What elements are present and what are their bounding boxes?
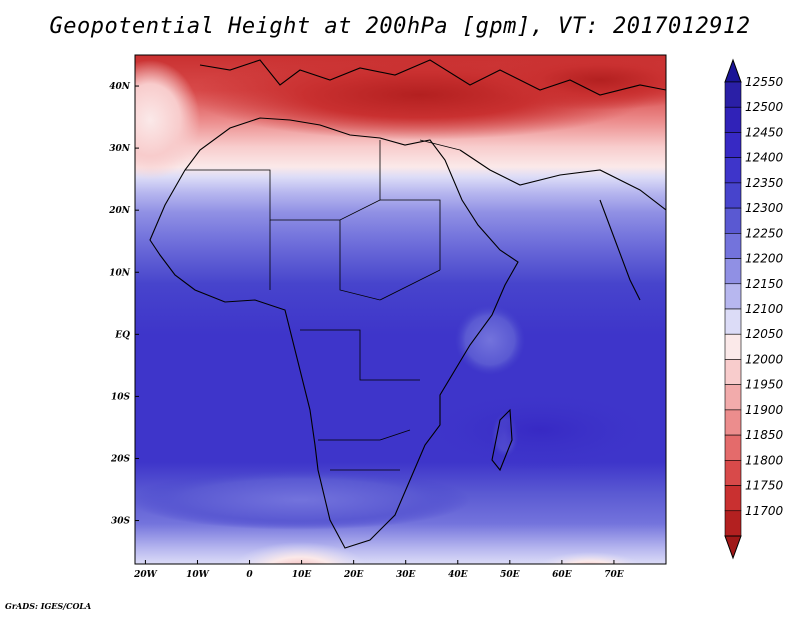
colorbar-label: 12200	[745, 252, 784, 266]
height-field	[135, 55, 666, 564]
colorbar-label: 11800	[745, 453, 784, 467]
y-tick-label: 30N	[109, 144, 131, 154]
colorbar-top-arrow	[724, 58, 742, 83]
colorbar-label: 11750	[745, 479, 784, 493]
y-tick-label: 20S	[110, 454, 131, 464]
colorbar-swatch	[724, 460, 742, 486]
colorbar-swatch	[724, 434, 742, 461]
colorbar-swatch	[724, 106, 742, 133]
colorbar-label: 12450	[745, 125, 784, 139]
x-tick-label: 70E	[604, 570, 624, 580]
colorbar-label: 12350	[745, 176, 784, 190]
x-tick-label: 10W	[186, 570, 210, 580]
x-tick-label: 20E	[343, 570, 364, 580]
y-tick-label: 30S	[111, 517, 131, 527]
colorbar-swatch	[724, 485, 742, 512]
colorbar-swatch	[724, 283, 742, 310]
colorbar-swatch	[724, 333, 742, 360]
longitude-axis: 20W 10W 0 10E 20E 30E 40E 50E 60E 70E	[133, 560, 624, 580]
x-tick-label: 30E	[396, 570, 416, 580]
colorbar-label: 11850	[745, 428, 784, 442]
credit-footer: GrADS: IGES/COLA	[5, 601, 92, 611]
colorbar-swatch	[724, 409, 742, 436]
x-tick-label: 50E	[500, 570, 520, 580]
colorbar-label: 12100	[745, 302, 784, 316]
colorbar-swatch	[724, 207, 742, 234]
y-tick-label: 40N	[109, 82, 131, 92]
coastlines	[149, 59, 666, 549]
map-frame	[134, 54, 667, 565]
colorbar: 12550 12500 12450 12400 12350 12300 12250 12200…	[724, 58, 784, 560]
colorbar-label: 12300	[745, 201, 784, 215]
colorbar-swatch	[724, 384, 742, 411]
colorbar-label: 12000	[745, 352, 784, 366]
colorbar-swatch	[724, 81, 742, 108]
x-tick-label: 0	[246, 570, 253, 580]
y-tick-label: 10S	[111, 392, 131, 402]
colorbar-label: 12400	[745, 151, 784, 165]
colorbar-swatch	[724, 510, 742, 537]
x-tick-label: 20W	[133, 570, 158, 580]
map-title: Geopotential Height at 200hPa [gpm], VT:…	[49, 14, 751, 39]
colorbar-swatch	[724, 308, 742, 335]
colorbar-label: 12050	[745, 327, 784, 341]
colorbar-label: 11950	[745, 378, 784, 392]
y-tick-label: 20N	[108, 206, 131, 216]
colorbar-swatch	[724, 132, 742, 158]
country-borders	[185, 139, 461, 471]
colorbar-swatch	[724, 258, 742, 285]
colorbar-label: 12150	[745, 277, 784, 291]
latitude-axis: 40N 30N 20N 10N EQ 10S 20S 30S	[108, 82, 139, 527]
colorbar-swatch	[724, 182, 742, 209]
colorbar-swatch	[724, 157, 742, 184]
colorbar-swatch	[724, 233, 742, 259]
colorbar-label: 12250	[745, 226, 784, 240]
colorbar-label: 11700	[745, 504, 784, 518]
x-tick-label: 40E	[448, 570, 468, 580]
colorbar-label: 12550	[745, 75, 784, 89]
colorbar-swatch	[724, 359, 742, 385]
x-tick-label: 60E	[552, 570, 572, 580]
colorbar-bottom-arrow	[724, 535, 742, 560]
x-tick-label: 10E	[292, 570, 312, 580]
y-tick-label: 10N	[109, 268, 131, 278]
colorbar-label: 11900	[745, 403, 784, 417]
y-tick-label: EQ	[114, 330, 130, 340]
colorbar-label: 12500	[745, 100, 784, 114]
